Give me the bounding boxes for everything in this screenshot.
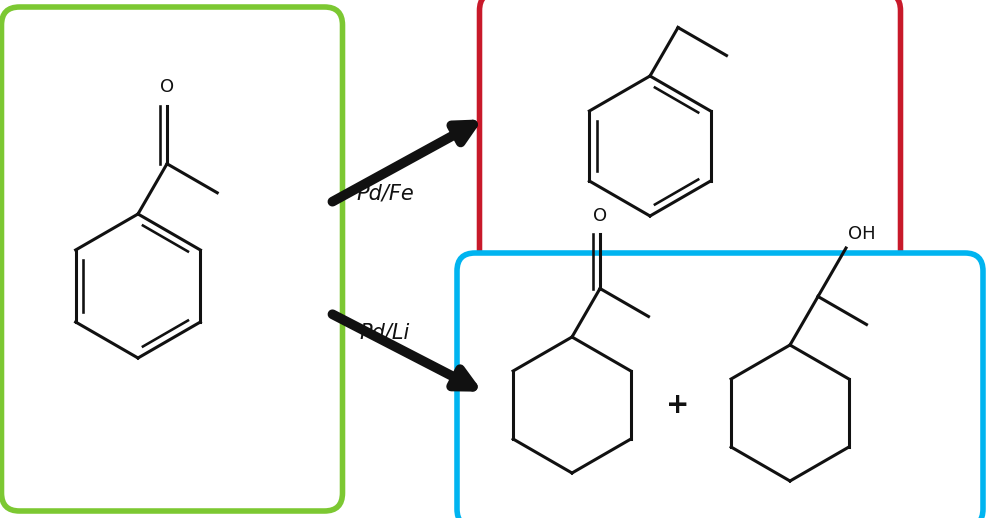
- FancyBboxPatch shape: [2, 7, 343, 511]
- Text: +: +: [666, 391, 690, 419]
- Text: Pd/Li: Pd/Li: [360, 323, 410, 343]
- Text: Pd/Fe: Pd/Fe: [356, 183, 414, 203]
- FancyBboxPatch shape: [480, 0, 901, 274]
- FancyBboxPatch shape: [457, 253, 983, 518]
- Text: O: O: [160, 78, 174, 96]
- Text: OH: OH: [848, 225, 876, 243]
- Text: O: O: [593, 207, 607, 224]
